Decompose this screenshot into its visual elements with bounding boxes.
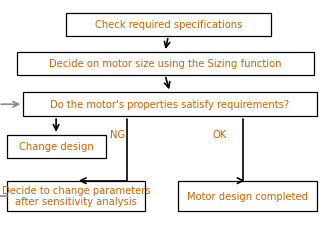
FancyBboxPatch shape	[178, 181, 317, 211]
FancyBboxPatch shape	[16, 53, 313, 76]
Text: Do the motor's properties satisfy requirements?: Do the motor's properties satisfy requir…	[50, 100, 289, 110]
Text: OK: OK	[212, 129, 227, 139]
Text: Decide to change parameters
after sensitivity analysis: Decide to change parameters after sensit…	[2, 185, 150, 207]
Text: NG: NG	[110, 129, 125, 139]
Text: Change design: Change design	[19, 142, 93, 152]
FancyBboxPatch shape	[7, 181, 145, 211]
Text: Check required specifications: Check required specifications	[95, 20, 242, 30]
FancyBboxPatch shape	[66, 14, 271, 37]
FancyBboxPatch shape	[23, 93, 317, 117]
FancyBboxPatch shape	[7, 135, 106, 158]
Text: Decide on motor size using the Sizing function: Decide on motor size using the Sizing fu…	[49, 59, 281, 69]
Text: Motor design completed: Motor design completed	[187, 191, 308, 201]
